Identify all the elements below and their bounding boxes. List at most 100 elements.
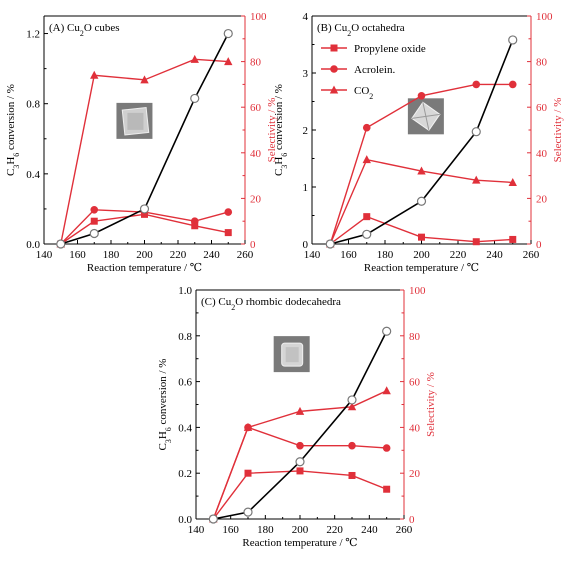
panel-label: (A) Cu2O cubes [49,22,120,38]
data-point-circle [508,80,517,89]
series-line-square [212,470,387,520]
data-point-conversion [382,326,392,336]
data-point-triangle [417,166,426,175]
y-right-tick-label: 100 [536,11,553,23]
y-right-tick-label: 40 [536,148,548,160]
y-left-tick-label: 3 [303,68,309,80]
x-tick-label: 180 [377,249,394,261]
data-point-conversion [325,239,335,249]
data-point-triangle [190,54,199,63]
y-right-tick-label: 60 [536,102,548,114]
data-point-square [509,235,517,243]
y-left-tick-label: 1 [303,182,309,194]
y-left-tick-label: 0.8 [26,99,40,111]
x-tick-label: 260 [396,524,413,536]
panel-label: (C) Cu2O rhombic dodecahedra [201,296,341,312]
data-point-triangle [382,386,391,395]
x-tick-label: 180 [103,249,120,261]
sem-inset [116,102,153,139]
x-tick-label: 160 [69,249,86,261]
data-point-square [296,467,304,475]
y-left-axis-label: C3H6 conversion / % [273,84,289,176]
data-point-conversion [89,228,99,239]
y-left-axis-label: C3H6 conversion / % [157,359,173,451]
y-right-axis-label: Selectivity / % [266,98,278,163]
x-axis-label: Reaction temperature / ℃ [242,537,357,549]
x-tick-label: 260 [237,249,254,261]
data-point-circle [224,208,233,216]
y-right-tick-label: 60 [409,377,421,389]
x-tick-label: 160 [222,524,239,536]
data-point-conversion [362,229,372,239]
data-point-circle [190,217,199,225]
y-left-tick-label: 0.6 [178,377,192,389]
inset-edge [411,113,440,119]
x-tick-label: 140 [188,524,205,536]
data-point-square [383,485,391,493]
data-point-conversion [223,28,233,39]
data-point-conversion [295,457,305,467]
data-point-triangle [140,75,149,84]
data-point-square [90,217,98,225]
y-right-tick-label: 80 [536,57,548,69]
x-tick-label: 140 [304,249,321,261]
data-point-circle [472,80,481,89]
data-point-square [224,229,232,237]
data-point-triangle [508,177,517,186]
legend-label: Propylene oxide [354,43,426,55]
y-left-tick-label: 0.2 [178,468,192,480]
x-tick-label: 200 [292,524,309,536]
y-left-tick-label: 0.0 [26,239,40,251]
y-right-tick-label: 100 [250,11,267,23]
data-point-square [472,238,480,246]
data-point-triangle [347,402,357,411]
legend-marker [330,65,338,73]
data-point-square [244,469,252,477]
legend-label: CO2 [354,85,373,101]
y-left-tick-label: 0.8 [178,331,192,343]
data-point-circle [382,444,391,452]
data-point-square [363,213,371,221]
data-point-conversion [243,507,253,517]
data-point-conversion [416,196,427,206]
data-point-circle [362,123,371,132]
x-axis-label: Reaction temperature / ℃ [87,262,202,274]
x-tick-label: 200 [413,249,430,261]
y-right-tick-label: 20 [536,193,548,205]
y-right-tick-label: 40 [409,422,421,434]
y-right-tick-label: 80 [409,331,421,343]
y-left-tick-label: 0.4 [26,169,40,181]
data-point-conversion [190,93,200,104]
sem-inset [273,336,310,373]
data-point-square [348,471,356,479]
x-tick-label: 180 [257,524,274,536]
data-point-conversion [56,239,66,249]
y-right-tick-label: 20 [409,468,421,480]
x-tick-label: 220 [326,524,343,536]
data-point-conversion [471,127,481,137]
y-left-tick-label: 4 [303,11,309,23]
legend-marker [329,85,339,94]
y-left-tick-label: 0.4 [178,422,192,434]
y-left-tick-label: 0 [303,239,309,251]
legend: Propylene oxide Acrolein. CO2 [321,43,426,101]
data-point-triangle [224,57,233,66]
x-tick-label: 220 [450,249,467,261]
data-point-circle [348,441,356,450]
data-point-square [191,222,199,230]
inset-facet [285,347,299,363]
x-tick-label: 220 [170,249,187,261]
y-left-tick-label: 2 [303,125,309,137]
data-point-triangle [362,155,371,164]
data-point-conversion [208,514,218,524]
y-right-tick-label: 0 [409,514,415,526]
data-point-conversion [508,35,518,45]
data-point-triangle [295,406,305,415]
y-right-tick-label: 100 [409,285,426,297]
data-point-triangle [472,175,481,184]
